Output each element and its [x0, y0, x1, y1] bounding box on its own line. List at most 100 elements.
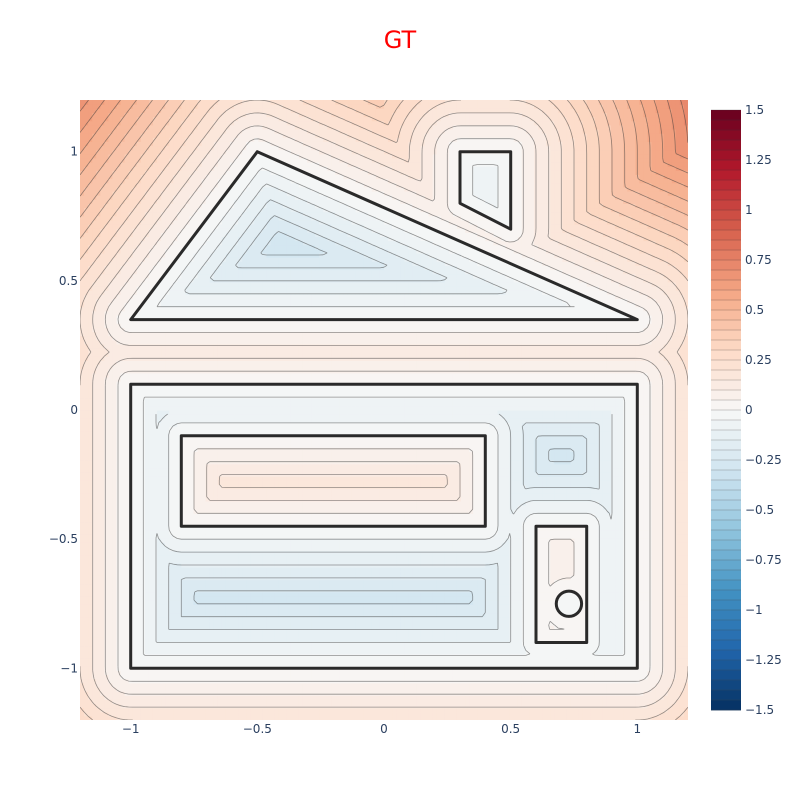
y-tick-label: 0.5: [59, 274, 78, 288]
colorbar-segment: [711, 660, 741, 671]
colorbar-segment: [711, 700, 741, 711]
colorbar-segment: [711, 550, 741, 561]
colorbar-segment: [711, 300, 741, 311]
colorbar-segment: [711, 320, 741, 331]
colorbar-tick-label: 0.75: [745, 253, 772, 267]
y-tick-label: 1: [70, 145, 78, 159]
zero-contour-triangle: [129, 150, 639, 322]
colorbar-segment: [711, 620, 741, 631]
colorbar-segment: [711, 310, 741, 321]
contour-line: [80, 100, 688, 720]
contour-line: [80, 100, 688, 246]
contour-line: [104, 125, 664, 695]
colorbar-segment: [711, 330, 741, 341]
colorbar-segment: [711, 460, 741, 471]
contour-line: [155, 183, 613, 643]
colorbar-tick-label: 0.5: [745, 303, 764, 317]
colorbar-segment: [711, 400, 741, 411]
colorbar-segment: [711, 630, 741, 641]
colorbar-segment: [711, 250, 741, 261]
colorbar-segment: [711, 130, 741, 141]
colorbar-segment: [711, 170, 741, 181]
contour-plot-area[interactable]: [80, 100, 689, 721]
colorbar-segment: [711, 470, 741, 481]
colorbar-tick-label: 1.25: [745, 153, 772, 167]
colorbar-tick-label: −1.5: [745, 703, 774, 717]
colorbar-segment: [711, 140, 741, 151]
colorbar-segment: [711, 370, 741, 381]
colorbar-tick-label: 0.25: [745, 353, 772, 367]
colorbar-segment: [711, 160, 741, 171]
colorbar-tick-label: 1: [745, 203, 753, 217]
colorbar-tick-label: 0: [745, 403, 753, 417]
colorbar-tick-label: −0.25: [745, 453, 782, 467]
zero-contour-quad: [458, 150, 513, 231]
colorbar-segment: [711, 480, 741, 491]
colorbar-segment: [711, 380, 741, 391]
colorbar-segment: [711, 560, 741, 571]
colorbar-tick-label: −0.75: [745, 553, 782, 567]
colorbar-segment: [711, 180, 741, 191]
zero-contour-rect: [534, 524, 589, 644]
zero-contour-rect: [179, 434, 487, 528]
colorbar-tick-label: 1.5: [745, 103, 764, 117]
contour-line: [80, 100, 688, 720]
colorbar-segment: [711, 680, 741, 691]
colorbar-segment: [711, 270, 741, 281]
colorbar-segment: [711, 150, 741, 161]
colorbar-segment: [711, 570, 741, 581]
colorbar-segment: [711, 360, 741, 371]
colorbar-segment: [711, 520, 741, 531]
colorbar-segment: [711, 440, 741, 451]
colorbar-segment: [711, 580, 741, 591]
colorbar-segment: [711, 600, 741, 611]
y-axis: 1 0.5 0 −0.5 −1: [49, 145, 78, 676]
colorbar-segment: [711, 410, 741, 421]
contour-line: [80, 100, 688, 216]
contour-line: [80, 100, 688, 231]
colorbar-segment: [711, 500, 741, 511]
colorbar-segment: [711, 510, 741, 521]
contour-line: [80, 100, 688, 174]
contour-line: [680, 100, 688, 143]
colorbar-segment: [711, 200, 741, 211]
contour-line: [80, 100, 688, 263]
colorbar-segment: [711, 650, 741, 661]
colorbar-segment: [711, 350, 741, 361]
contour-line: [80, 100, 688, 188]
colorbar-segment: [711, 290, 741, 301]
colorbar-segment: [711, 530, 741, 541]
contour-line: [180, 215, 588, 618]
contour-line: [142, 164, 626, 656]
x-axis: −1 −0.5 0 0.5 1: [122, 722, 641, 736]
y-tick-label: 0: [70, 403, 78, 417]
colorbar-segment: [711, 640, 741, 651]
colorbar-segment: [711, 280, 741, 291]
colorbar-segment: [711, 230, 741, 241]
colorbar-segment: [711, 110, 741, 121]
colorbar: 1.5 1.25 1 0.75 0.5 0.25 0 −0.25 −0.5 −0.75 −1 −1.2…: [711, 103, 782, 717]
colorbar-segment: [711, 420, 741, 431]
colorbar-segment: [711, 390, 741, 401]
colorbar-segment: [711, 590, 741, 601]
x-tick-label: 1: [634, 722, 642, 736]
y-tick-label: −1: [60, 661, 78, 675]
contour-line: [193, 231, 575, 605]
colorbar-segment: [711, 610, 741, 621]
x-tick-label: 0: [380, 722, 388, 736]
colorbar-segment: [711, 190, 741, 201]
colorbar-segment: [711, 670, 741, 681]
colorbar-segment: [711, 340, 741, 351]
contour-line: [80, 100, 688, 160]
colorbar-segment: [711, 450, 741, 461]
colorbar-segment: [711, 540, 741, 551]
colorbar-segment: [711, 430, 741, 441]
colorbar-tick-label: −1: [745, 603, 763, 617]
zero-contour-circle: [554, 589, 584, 618]
contour-line: [168, 199, 600, 630]
colorbar-segment: [711, 120, 741, 131]
y-tick-label: −0.5: [49, 532, 78, 546]
zero-contour-rect: [129, 382, 639, 670]
colorbar-segment: [711, 490, 741, 501]
